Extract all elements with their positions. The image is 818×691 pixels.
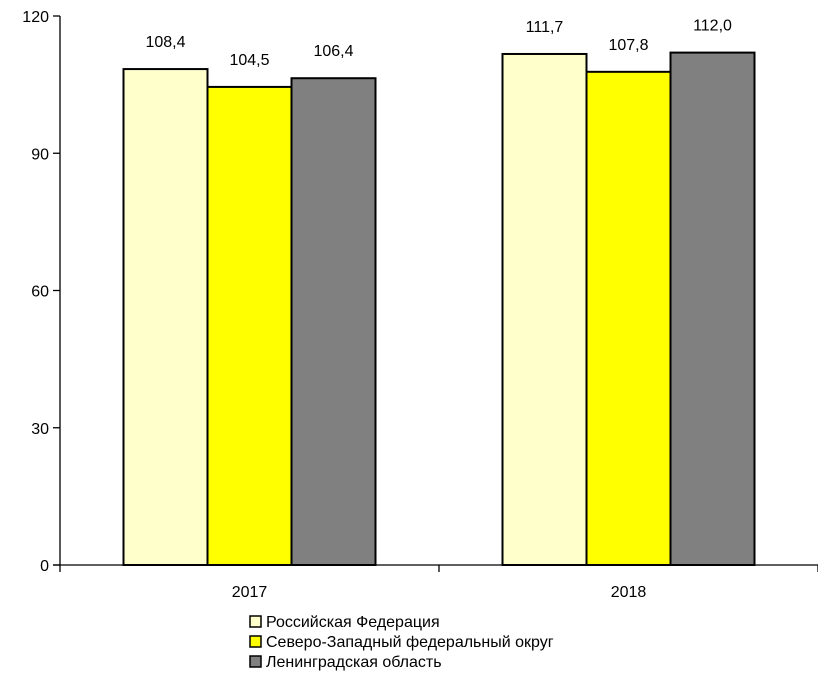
legend-label: Северо-Западный федеральный округ — [266, 634, 554, 651]
y-tick-label: 0 — [40, 558, 49, 575]
bar-value-label: 108,4 — [145, 34, 185, 51]
legend-swatch — [249, 655, 262, 668]
data-labels: 108,4 104,5 106,4 111,7 107,8 112,0 — [145, 18, 732, 69]
bar-value-label: 111,7 — [526, 19, 564, 36]
bar-value-label: 112,0 — [693, 18, 732, 35]
legend-label: Российская Федерация — [266, 614, 440, 631]
bar-value-label: 106,4 — [313, 43, 353, 60]
bar-value-label: 107,8 — [608, 37, 648, 54]
y-tick-label: 90 — [31, 146, 49, 163]
bar — [501, 52, 588, 566]
bar — [122, 68, 209, 566]
x-category-label: 2018 — [611, 584, 647, 601]
y-tick-label: 120 — [22, 9, 49, 26]
bars — [122, 51, 756, 567]
bar — [290, 77, 377, 566]
legend-label: Ленинградская область — [266, 654, 442, 671]
x-axis-labels: 2017 2018 — [232, 584, 647, 601]
bar — [585, 70, 672, 566]
legend-swatch — [249, 635, 262, 648]
y-axis-ticks: 0 30 60 90 120 — [22, 9, 60, 575]
x-category-label: 2017 — [232, 584, 268, 601]
bar-value-label: 104,5 — [229, 52, 269, 69]
bar — [669, 51, 756, 567]
y-tick-label: 30 — [31, 421, 49, 438]
legend: Российская Федерация Северо-Западный феде… — [249, 614, 554, 671]
bar — [206, 85, 293, 566]
y-tick-label: 60 — [31, 284, 49, 301]
legend-swatch — [249, 615, 262, 628]
